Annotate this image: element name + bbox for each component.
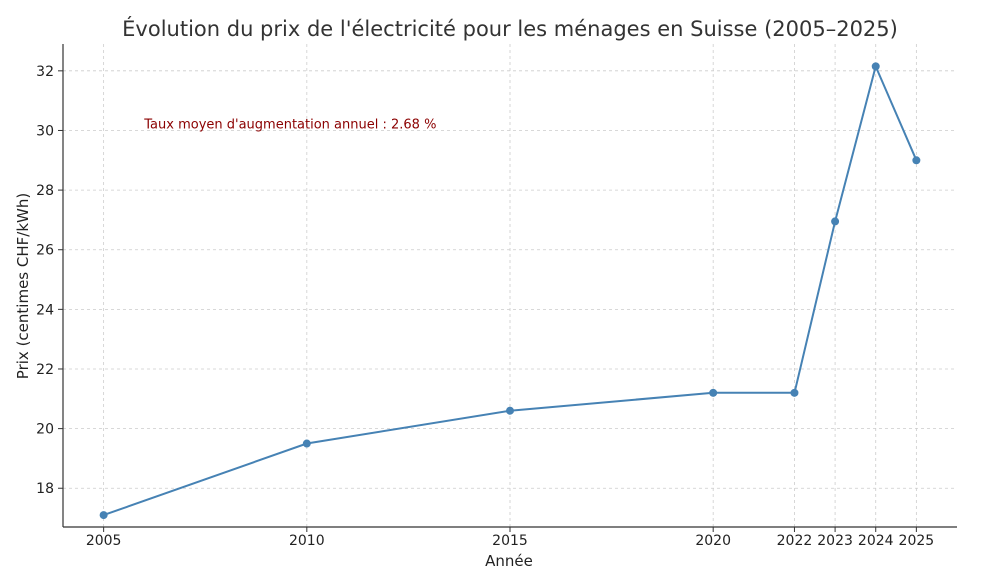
data-point (506, 406, 514, 415)
average-rate-annotation: Taux moyen d'augmentation annuel : 2.68 … (143, 118, 436, 133)
data-point (709, 388, 718, 397)
grid (63, 44, 957, 527)
data-point (790, 388, 799, 397)
series-line (103, 63, 918, 517)
x-tick-label: 2010 (289, 533, 325, 549)
y-axis-label: Prix (centimes CHF/kWh) (14, 193, 32, 379)
x-axis-label: Année (485, 552, 533, 570)
y-tick-label: 28 (36, 183, 54, 199)
chart-title: Évolution du prix de l'électricité pour … (122, 16, 898, 41)
axes (58, 44, 957, 532)
data-point (871, 62, 880, 71)
y-tick-label: 32 (36, 64, 54, 80)
y-tick-label: 20 (36, 422, 54, 438)
y-tick-label: 26 (36, 243, 54, 259)
series (99, 62, 921, 520)
y-tick-label: 30 (36, 123, 54, 139)
x-tick-label: 2020 (695, 533, 731, 549)
y-tick-label: 18 (36, 481, 54, 497)
x-tick-label: 2024 (858, 533, 894, 549)
y-tick-label: 22 (36, 362, 54, 378)
y-tick-label: 24 (36, 302, 54, 318)
x-tick-label: 2025 (899, 533, 935, 549)
x-tick-label: 2022 (777, 533, 813, 549)
x-tick-label: 2023 (817, 533, 853, 549)
data-point (302, 439, 311, 448)
data-point (99, 511, 108, 520)
x-tick-label: 2005 (86, 533, 122, 549)
x-tick-label: 2015 (492, 533, 528, 549)
data-point (831, 217, 840, 226)
data-point (912, 156, 921, 165)
